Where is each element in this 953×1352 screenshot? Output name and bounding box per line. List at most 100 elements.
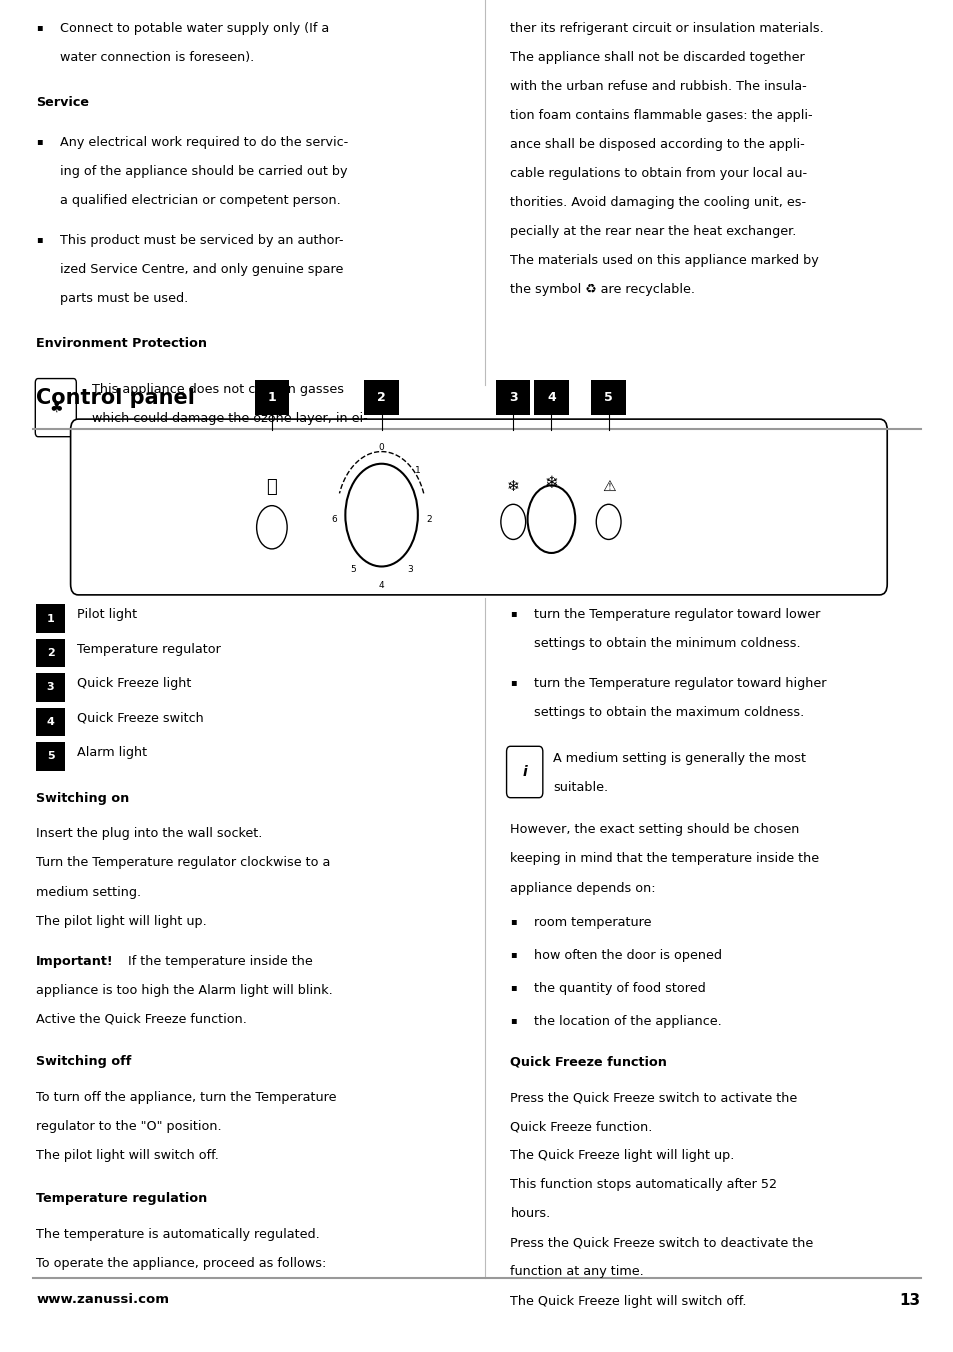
Text: Important!: Important! <box>36 955 113 968</box>
Text: function at any time.: function at any time. <box>510 1265 643 1279</box>
Text: Press the Quick Freeze switch to deactivate the: Press the Quick Freeze switch to deactiv… <box>510 1237 813 1249</box>
Text: the symbol ♻ are recyclable.: the symbol ♻ are recyclable. <box>510 283 695 296</box>
Text: turn the Temperature regulator toward lower: turn the Temperature regulator toward lo… <box>534 608 820 622</box>
FancyBboxPatch shape <box>506 746 542 798</box>
Text: ther its refrigerant circuit or insulation materials.: ther its refrigerant circuit or insulati… <box>510 22 823 35</box>
Text: 1: 1 <box>415 466 420 475</box>
Text: ▪: ▪ <box>510 949 517 959</box>
Text: 3: 3 <box>508 391 517 404</box>
Text: 5: 5 <box>350 565 355 573</box>
Text: 1: 1 <box>267 391 276 404</box>
Text: This appliance does not contain gasses: This appliance does not contain gasses <box>91 383 343 396</box>
Text: ❄: ❄ <box>506 479 519 495</box>
Text: Alarm light: Alarm light <box>77 746 148 760</box>
Text: tion foam contains flammable gases: the appli-: tion foam contains flammable gases: the … <box>510 110 812 122</box>
Text: settings to obtain the maximum coldness.: settings to obtain the maximum coldness. <box>534 706 803 719</box>
Text: Insert the plug into the wall socket.: Insert the plug into the wall socket. <box>36 827 262 841</box>
FancyBboxPatch shape <box>36 638 65 667</box>
Text: appliance is too high the Alarm light will blink.: appliance is too high the Alarm light wi… <box>36 984 333 996</box>
FancyBboxPatch shape <box>254 380 289 415</box>
Text: ▪: ▪ <box>510 677 517 687</box>
Text: ▪: ▪ <box>36 22 43 31</box>
Text: Active the Quick Freeze function.: Active the Quick Freeze function. <box>36 1013 247 1026</box>
Text: Temperature regulator: Temperature regulator <box>77 642 221 656</box>
Text: Turn the Temperature regulator clockwise to a: Turn the Temperature regulator clockwise… <box>36 857 331 869</box>
Text: The pilot light will switch off.: The pilot light will switch off. <box>36 1149 219 1163</box>
Text: cable regulations to obtain from your local au-: cable regulations to obtain from your lo… <box>510 168 806 180</box>
Text: Service: Service <box>36 96 90 110</box>
Text: thorities. Avoid damaging the cooling unit, es-: thorities. Avoid damaging the cooling un… <box>510 196 805 210</box>
Text: Quick Freeze switch: Quick Freeze switch <box>77 711 204 725</box>
Text: Ⓘ: Ⓘ <box>266 477 277 496</box>
Text: pecially at the rear near the heat exchanger.: pecially at the rear near the heat excha… <box>510 224 796 238</box>
Text: 0: 0 <box>378 443 384 452</box>
Text: 3: 3 <box>47 683 54 692</box>
Text: To turn off the appliance, turn the Temperature: To turn off the appliance, turn the Temp… <box>36 1091 336 1105</box>
FancyBboxPatch shape <box>35 379 76 437</box>
FancyBboxPatch shape <box>496 380 530 415</box>
Text: Switching on: Switching on <box>36 792 130 804</box>
Text: ing of the appliance should be carried out by: ing of the appliance should be carried o… <box>60 165 347 178</box>
Text: Temperature regulation: Temperature regulation <box>36 1192 208 1205</box>
Text: 2: 2 <box>376 391 386 404</box>
Text: ▪: ▪ <box>36 234 43 243</box>
Text: 5: 5 <box>603 391 613 404</box>
Text: turn the Temperature regulator toward higher: turn the Temperature regulator toward hi… <box>534 677 826 691</box>
Text: Quick Freeze function.: Quick Freeze function. <box>510 1119 652 1133</box>
Text: 2: 2 <box>47 648 54 658</box>
Text: 4: 4 <box>378 581 384 589</box>
Text: The pilot light will light up.: The pilot light will light up. <box>36 915 207 927</box>
FancyBboxPatch shape <box>36 708 65 735</box>
Text: The temperature is automatically regulated.: The temperature is automatically regulat… <box>36 1228 319 1241</box>
Text: If the temperature inside the: If the temperature inside the <box>124 955 313 968</box>
Text: Press the Quick Freeze switch to activate the: Press the Quick Freeze switch to activat… <box>510 1091 797 1105</box>
Text: The Quick Freeze light will switch off.: The Quick Freeze light will switch off. <box>510 1295 746 1307</box>
FancyBboxPatch shape <box>71 419 886 595</box>
Text: medium setting.: medium setting. <box>36 886 141 899</box>
Text: ▪: ▪ <box>510 1015 517 1025</box>
Text: i: i <box>522 765 526 779</box>
Text: ▪: ▪ <box>510 983 517 992</box>
Text: Any electrical work required to do the servic-: Any electrical work required to do the s… <box>60 137 348 149</box>
FancyBboxPatch shape <box>36 742 65 771</box>
Text: To operate the appliance, proceed as follows:: To operate the appliance, proceed as fol… <box>36 1257 326 1270</box>
Text: 6: 6 <box>331 515 336 523</box>
Text: Pilot light: Pilot light <box>77 608 137 622</box>
Text: ♣: ♣ <box>49 400 63 415</box>
Text: The Quick Freeze light will light up.: The Quick Freeze light will light up. <box>510 1149 734 1163</box>
FancyBboxPatch shape <box>591 380 625 415</box>
Text: a qualified electrician or competent person.: a qualified electrician or competent per… <box>60 193 340 207</box>
Text: A medium setting is generally the most: A medium setting is generally the most <box>553 752 805 765</box>
FancyBboxPatch shape <box>36 673 65 702</box>
Text: with the urban refuse and rubbish. The insula-: with the urban refuse and rubbish. The i… <box>510 80 806 93</box>
Text: 1: 1 <box>47 614 54 623</box>
Text: 3: 3 <box>407 565 413 573</box>
Text: water connection is foreseen).: water connection is foreseen). <box>60 51 254 64</box>
Text: ⚠: ⚠ <box>601 479 615 495</box>
FancyBboxPatch shape <box>36 604 65 633</box>
Text: appliance depends on:: appliance depends on: <box>510 882 656 895</box>
Text: ▪: ▪ <box>510 917 517 926</box>
Text: The appliance shall not be discarded together: The appliance shall not be discarded tog… <box>510 51 804 64</box>
Text: However, the exact setting should be chosen: However, the exact setting should be cho… <box>510 823 799 837</box>
Text: how often the door is opened: how often the door is opened <box>534 949 721 963</box>
FancyBboxPatch shape <box>364 380 398 415</box>
Text: parts must be used.: parts must be used. <box>60 292 188 306</box>
Text: ❄: ❄ <box>544 473 558 492</box>
Text: This function stops automatically after 52: This function stops automatically after … <box>510 1179 777 1191</box>
Text: the quantity of food stored: the quantity of food stored <box>534 983 705 995</box>
Text: ▪: ▪ <box>36 137 43 146</box>
Text: 2: 2 <box>426 515 432 523</box>
Text: suitable.: suitable. <box>553 781 608 794</box>
Text: ▪: ▪ <box>510 608 517 618</box>
Text: room temperature: room temperature <box>534 917 651 929</box>
Text: Switching off: Switching off <box>36 1056 132 1068</box>
Text: Quick Freeze function: Quick Freeze function <box>510 1056 666 1068</box>
Text: hours.: hours. <box>510 1207 550 1221</box>
Text: Connect to potable water supply only (If a: Connect to potable water supply only (If… <box>60 22 329 35</box>
Text: 13: 13 <box>899 1293 920 1307</box>
FancyBboxPatch shape <box>534 380 568 415</box>
Text: Control panel: Control panel <box>36 388 195 408</box>
Text: settings to obtain the minimum coldness.: settings to obtain the minimum coldness. <box>534 637 800 650</box>
Text: regulator to the "O" position.: regulator to the "O" position. <box>36 1121 222 1133</box>
